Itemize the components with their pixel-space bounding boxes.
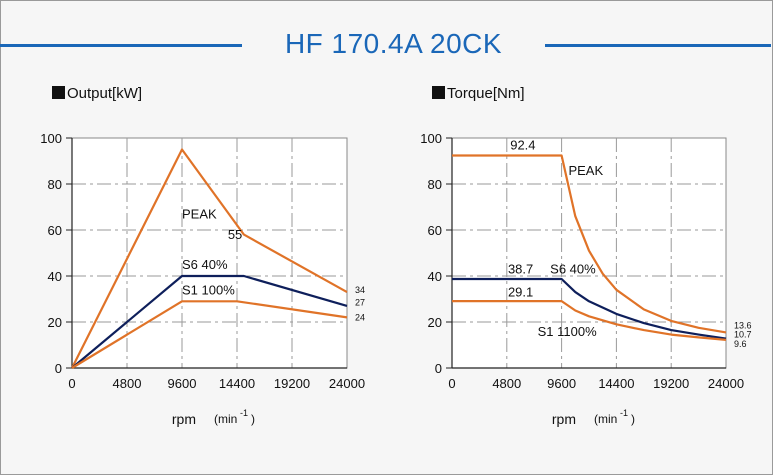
y-tick-label: 60 — [48, 223, 62, 238]
heading-square-icon — [52, 86, 65, 99]
x-tick-label: 9600 — [168, 376, 197, 391]
x-axis-unit-exponent: -1 — [620, 408, 628, 418]
x-tick-label: 0 — [448, 376, 455, 391]
series-line-0 — [71, 148, 348, 369]
annotation-label: S1 1100% — [538, 324, 597, 339]
x-tick-label: 4800 — [113, 376, 142, 391]
annotation-label: S6 40% — [550, 262, 596, 277]
x-tick-label: 19200 — [653, 376, 689, 391]
title-rule-right — [545, 44, 771, 47]
annotation-label: PEAK — [182, 207, 217, 222]
chart-heading: Torque[Nm] — [447, 85, 525, 102]
y-tick-label: 100 — [420, 131, 442, 146]
x-tick-label: 19200 — [274, 376, 310, 391]
y-tick-label: 40 — [48, 269, 62, 284]
annotation-label: S1 100% — [182, 282, 235, 297]
y-tick-label: 20 — [48, 315, 62, 330]
x-tick-label: 9600 — [547, 376, 576, 391]
series-line-1 — [452, 277, 727, 340]
x-axis-unit-close: ) — [251, 412, 255, 426]
y-tick-label: 20 — [428, 315, 442, 330]
x-tick-label: 24000 — [708, 376, 744, 391]
output-chart: Output[kW] 0 20 40 60 80 100 0 4800 9600 14400 1920… — [40, 85, 365, 427]
y-tick-label: 100 — [40, 131, 62, 146]
y-tick-label: 80 — [48, 177, 62, 192]
x-axis-label: rpm — [172, 411, 196, 427]
x-tick-label: 14400 — [598, 376, 634, 391]
annotation-label: 92.4 — [510, 138, 535, 153]
y-tick-label: 40 — [428, 269, 442, 284]
annotation-label: 38.7 — [508, 262, 533, 277]
end-value-label: 13.6 — [734, 320, 752, 330]
x-axis-label: rpm — [552, 411, 576, 427]
series-line-0 — [452, 154, 727, 334]
x-axis-unit: (min — [594, 412, 617, 426]
end-value-label: 24 — [355, 312, 365, 322]
x-tick-label: 14400 — [219, 376, 255, 391]
y-tick-label: 80 — [428, 177, 442, 192]
y-tick-label: 0 — [55, 361, 62, 376]
chart-heading: Output[kW] — [67, 85, 142, 102]
x-tick-label: 24000 — [329, 376, 365, 391]
x-axis-unit-close: ) — [631, 412, 635, 426]
title-rule-left — [0, 44, 242, 47]
y-tick-label: 60 — [428, 223, 442, 238]
x-tick-label: 4800 — [492, 376, 521, 391]
series-line-1 — [71, 274, 348, 369]
end-value-label: 10.7 — [734, 330, 752, 340]
series-line-2 — [452, 300, 727, 341]
x-tick-label: 0 — [68, 376, 75, 391]
end-value-label: 27 — [355, 297, 365, 307]
x-axis-unit-exponent: -1 — [240, 408, 248, 418]
series-line-2 — [71, 300, 348, 369]
title-bar: HF 170.4A 20CK — [0, 24, 771, 64]
annotation-label: 29.1 — [508, 285, 533, 300]
page-title: HF 170.4A 20CK — [284, 28, 503, 59]
annotation-label: S6 40% — [182, 257, 228, 272]
heading-square-icon — [432, 86, 445, 99]
y-tick-label: 0 — [435, 361, 442, 376]
plot-area — [451, 137, 727, 369]
annotation-label: PEAK — [568, 163, 603, 178]
end-value-label: 34 — [355, 285, 365, 295]
end-value-label: 9.6 — [734, 339, 747, 349]
annotation-label: 55 — [228, 227, 242, 242]
x-axis-unit: (min — [214, 412, 237, 426]
